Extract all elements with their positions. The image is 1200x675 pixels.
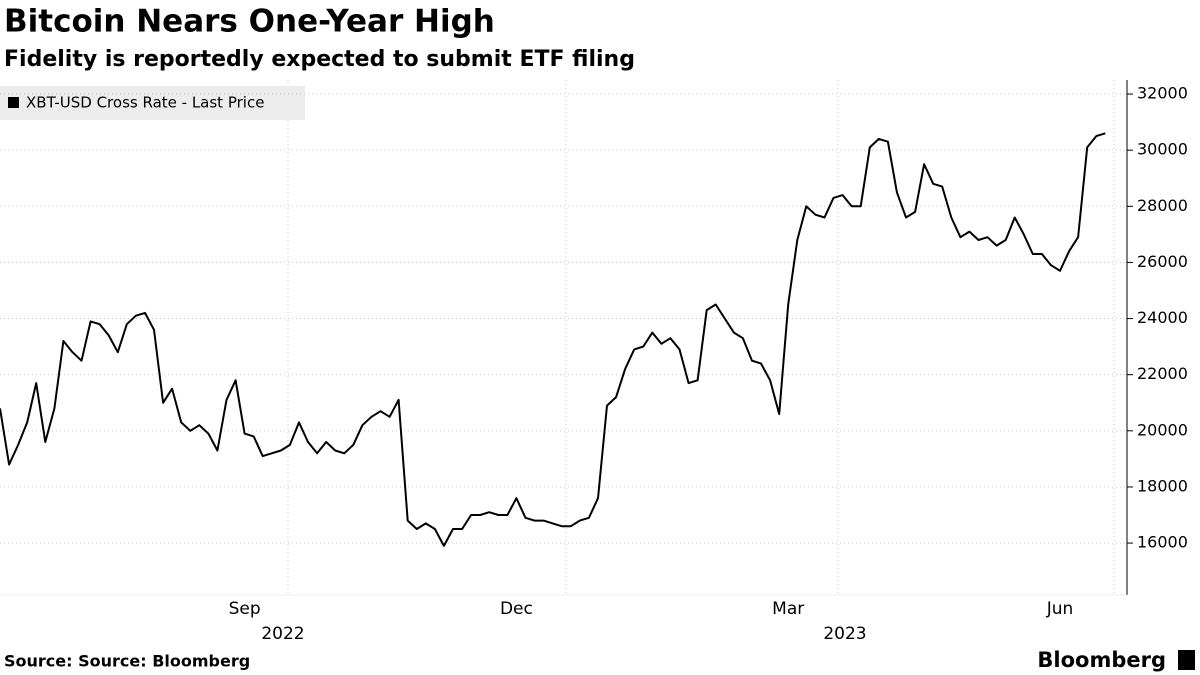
- legend-label: XBT-USD Cross Rate - Last Price: [26, 94, 264, 112]
- y-tick-label: 30000: [1137, 140, 1188, 159]
- y-tick-label: 24000: [1137, 308, 1188, 327]
- price-line: [0, 132, 1106, 547]
- y-tick-label: 20000: [1137, 420, 1188, 439]
- year-label: 2023: [823, 624, 866, 644]
- chart-subtitle: Fidelity is reportedly expected to submi…: [4, 47, 635, 72]
- x-tick-label: Sep: [229, 599, 261, 619]
- y-tick-label: 16000: [1137, 533, 1188, 552]
- y-tick-label: 22000: [1137, 364, 1188, 383]
- x-tick-label: Mar: [772, 599, 804, 619]
- y-tick-label: 18000: [1137, 476, 1188, 495]
- x-tick-label: Jun: [1046, 599, 1074, 619]
- brand-logo: Bloomberg: [1037, 648, 1166, 672]
- x-tick-label: Dec: [500, 599, 533, 619]
- y-tick-label: 32000: [1137, 84, 1188, 103]
- brand-icon: [1178, 650, 1195, 670]
- year-label: 2022: [261, 624, 304, 644]
- source: Source: Source: Bloomberg: [4, 652, 250, 671]
- legend-swatch: [8, 97, 19, 108]
- y-tick-label: 26000: [1137, 252, 1188, 271]
- chart-title: Bitcoin Nears One-Year High: [4, 4, 495, 40]
- y-tick-label: 28000: [1137, 196, 1188, 215]
- legend-box: [0, 86, 305, 120]
